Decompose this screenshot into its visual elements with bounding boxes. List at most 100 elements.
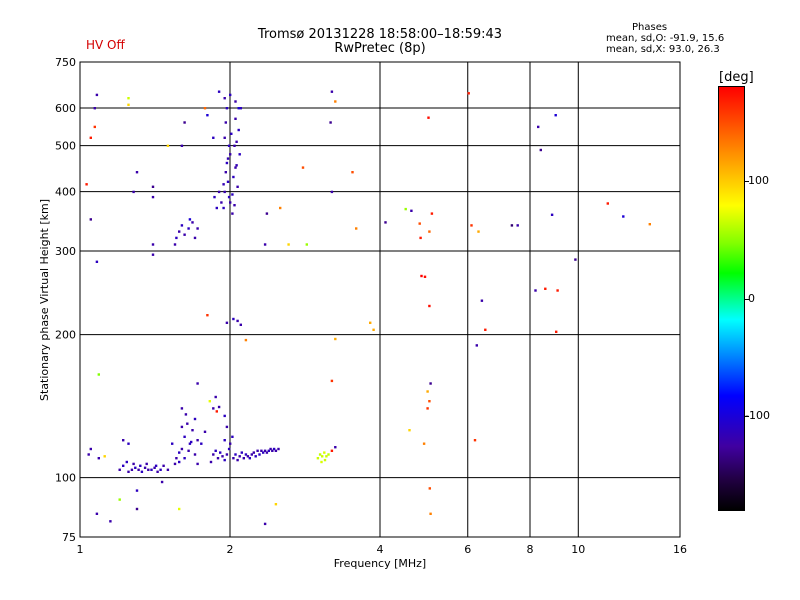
data-point <box>89 136 92 139</box>
data-point <box>140 470 144 473</box>
data-point <box>234 166 237 169</box>
data-point <box>89 218 92 221</box>
y-tick-label: 750 <box>55 56 76 69</box>
data-point <box>428 487 431 490</box>
data-point <box>203 107 207 110</box>
y-tick-label: 600 <box>55 102 76 115</box>
chart-subtitle: RwPretec (8p) <box>334 41 426 56</box>
data-point <box>154 464 158 467</box>
data-point <box>269 447 272 451</box>
data-point <box>127 442 130 445</box>
data-point <box>127 470 130 473</box>
data-point <box>321 455 324 458</box>
data-point <box>225 321 229 324</box>
data-point <box>410 209 413 212</box>
data-point <box>238 455 241 458</box>
data-point <box>196 382 199 385</box>
data-point <box>622 215 625 218</box>
grid-layer <box>80 62 680 537</box>
data-point <box>230 132 233 135</box>
data-point <box>93 125 96 129</box>
data-point <box>239 107 242 110</box>
data-point <box>265 451 269 454</box>
data-point <box>258 453 261 456</box>
data-point <box>225 107 229 110</box>
data-point <box>103 455 106 458</box>
data-point <box>237 128 240 132</box>
data-point <box>554 114 557 117</box>
data-point <box>544 287 547 290</box>
data-point <box>287 243 290 246</box>
data-point <box>151 253 155 256</box>
data-point <box>419 236 422 240</box>
y-tick-label: 500 <box>55 140 76 153</box>
data-point <box>263 243 267 246</box>
data-point <box>151 195 155 199</box>
data-point <box>213 195 216 199</box>
data-point <box>191 429 194 432</box>
data-point <box>235 164 238 167</box>
data-point <box>429 382 432 385</box>
data-point <box>428 400 431 403</box>
data-point <box>555 330 558 333</box>
data-point <box>85 183 88 186</box>
data-point <box>351 171 354 174</box>
data-point <box>180 425 184 429</box>
data-point <box>160 480 164 484</box>
data-point <box>329 121 332 124</box>
data-point <box>150 468 153 471</box>
y-tick-labels: 75 100 200 300 400 500 600 750 <box>55 56 76 544</box>
data-point <box>223 190 226 194</box>
data-point <box>173 243 177 246</box>
data-point <box>227 195 231 199</box>
data-point <box>334 446 337 449</box>
data-point <box>539 148 542 152</box>
data-point <box>475 344 478 347</box>
colorbar-tick-label: 0 <box>748 291 755 305</box>
data-point <box>151 185 155 188</box>
data-point <box>556 289 559 292</box>
data-point <box>224 171 227 174</box>
data-point <box>330 190 334 194</box>
data-point <box>184 413 188 416</box>
data-point <box>229 153 232 156</box>
data-point <box>223 97 226 100</box>
data-point <box>237 107 240 110</box>
data-point <box>221 455 224 458</box>
data-point <box>193 453 197 456</box>
data-point <box>222 183 225 186</box>
data-point <box>236 185 239 188</box>
data-point <box>162 464 165 467</box>
data-point <box>334 100 337 103</box>
data-point <box>316 457 320 460</box>
data-point <box>648 223 651 226</box>
data-point <box>233 204 236 207</box>
data-point <box>87 453 90 456</box>
data-point <box>229 201 232 204</box>
data-point <box>271 449 274 452</box>
data-point <box>196 439 199 442</box>
data-point <box>263 449 267 452</box>
data-point <box>240 451 243 454</box>
data-point <box>239 323 242 326</box>
data-point <box>135 489 139 492</box>
data-point <box>301 166 305 169</box>
data-point <box>95 512 99 515</box>
data-point <box>153 466 156 469</box>
data-point <box>229 442 232 445</box>
data-point <box>220 201 223 204</box>
data-point <box>156 470 159 473</box>
data-point <box>212 136 215 139</box>
data-point <box>193 417 197 421</box>
data-point <box>236 319 239 323</box>
data-point <box>231 435 234 438</box>
y-tick-label: 400 <box>55 186 76 199</box>
data-point <box>244 453 248 456</box>
data-point <box>175 457 178 460</box>
data-point <box>151 243 155 246</box>
data-point <box>274 503 278 506</box>
data-point <box>166 144 170 147</box>
y-tick-label: 75 <box>62 531 76 544</box>
data-point <box>217 90 221 93</box>
data-point <box>93 107 96 110</box>
